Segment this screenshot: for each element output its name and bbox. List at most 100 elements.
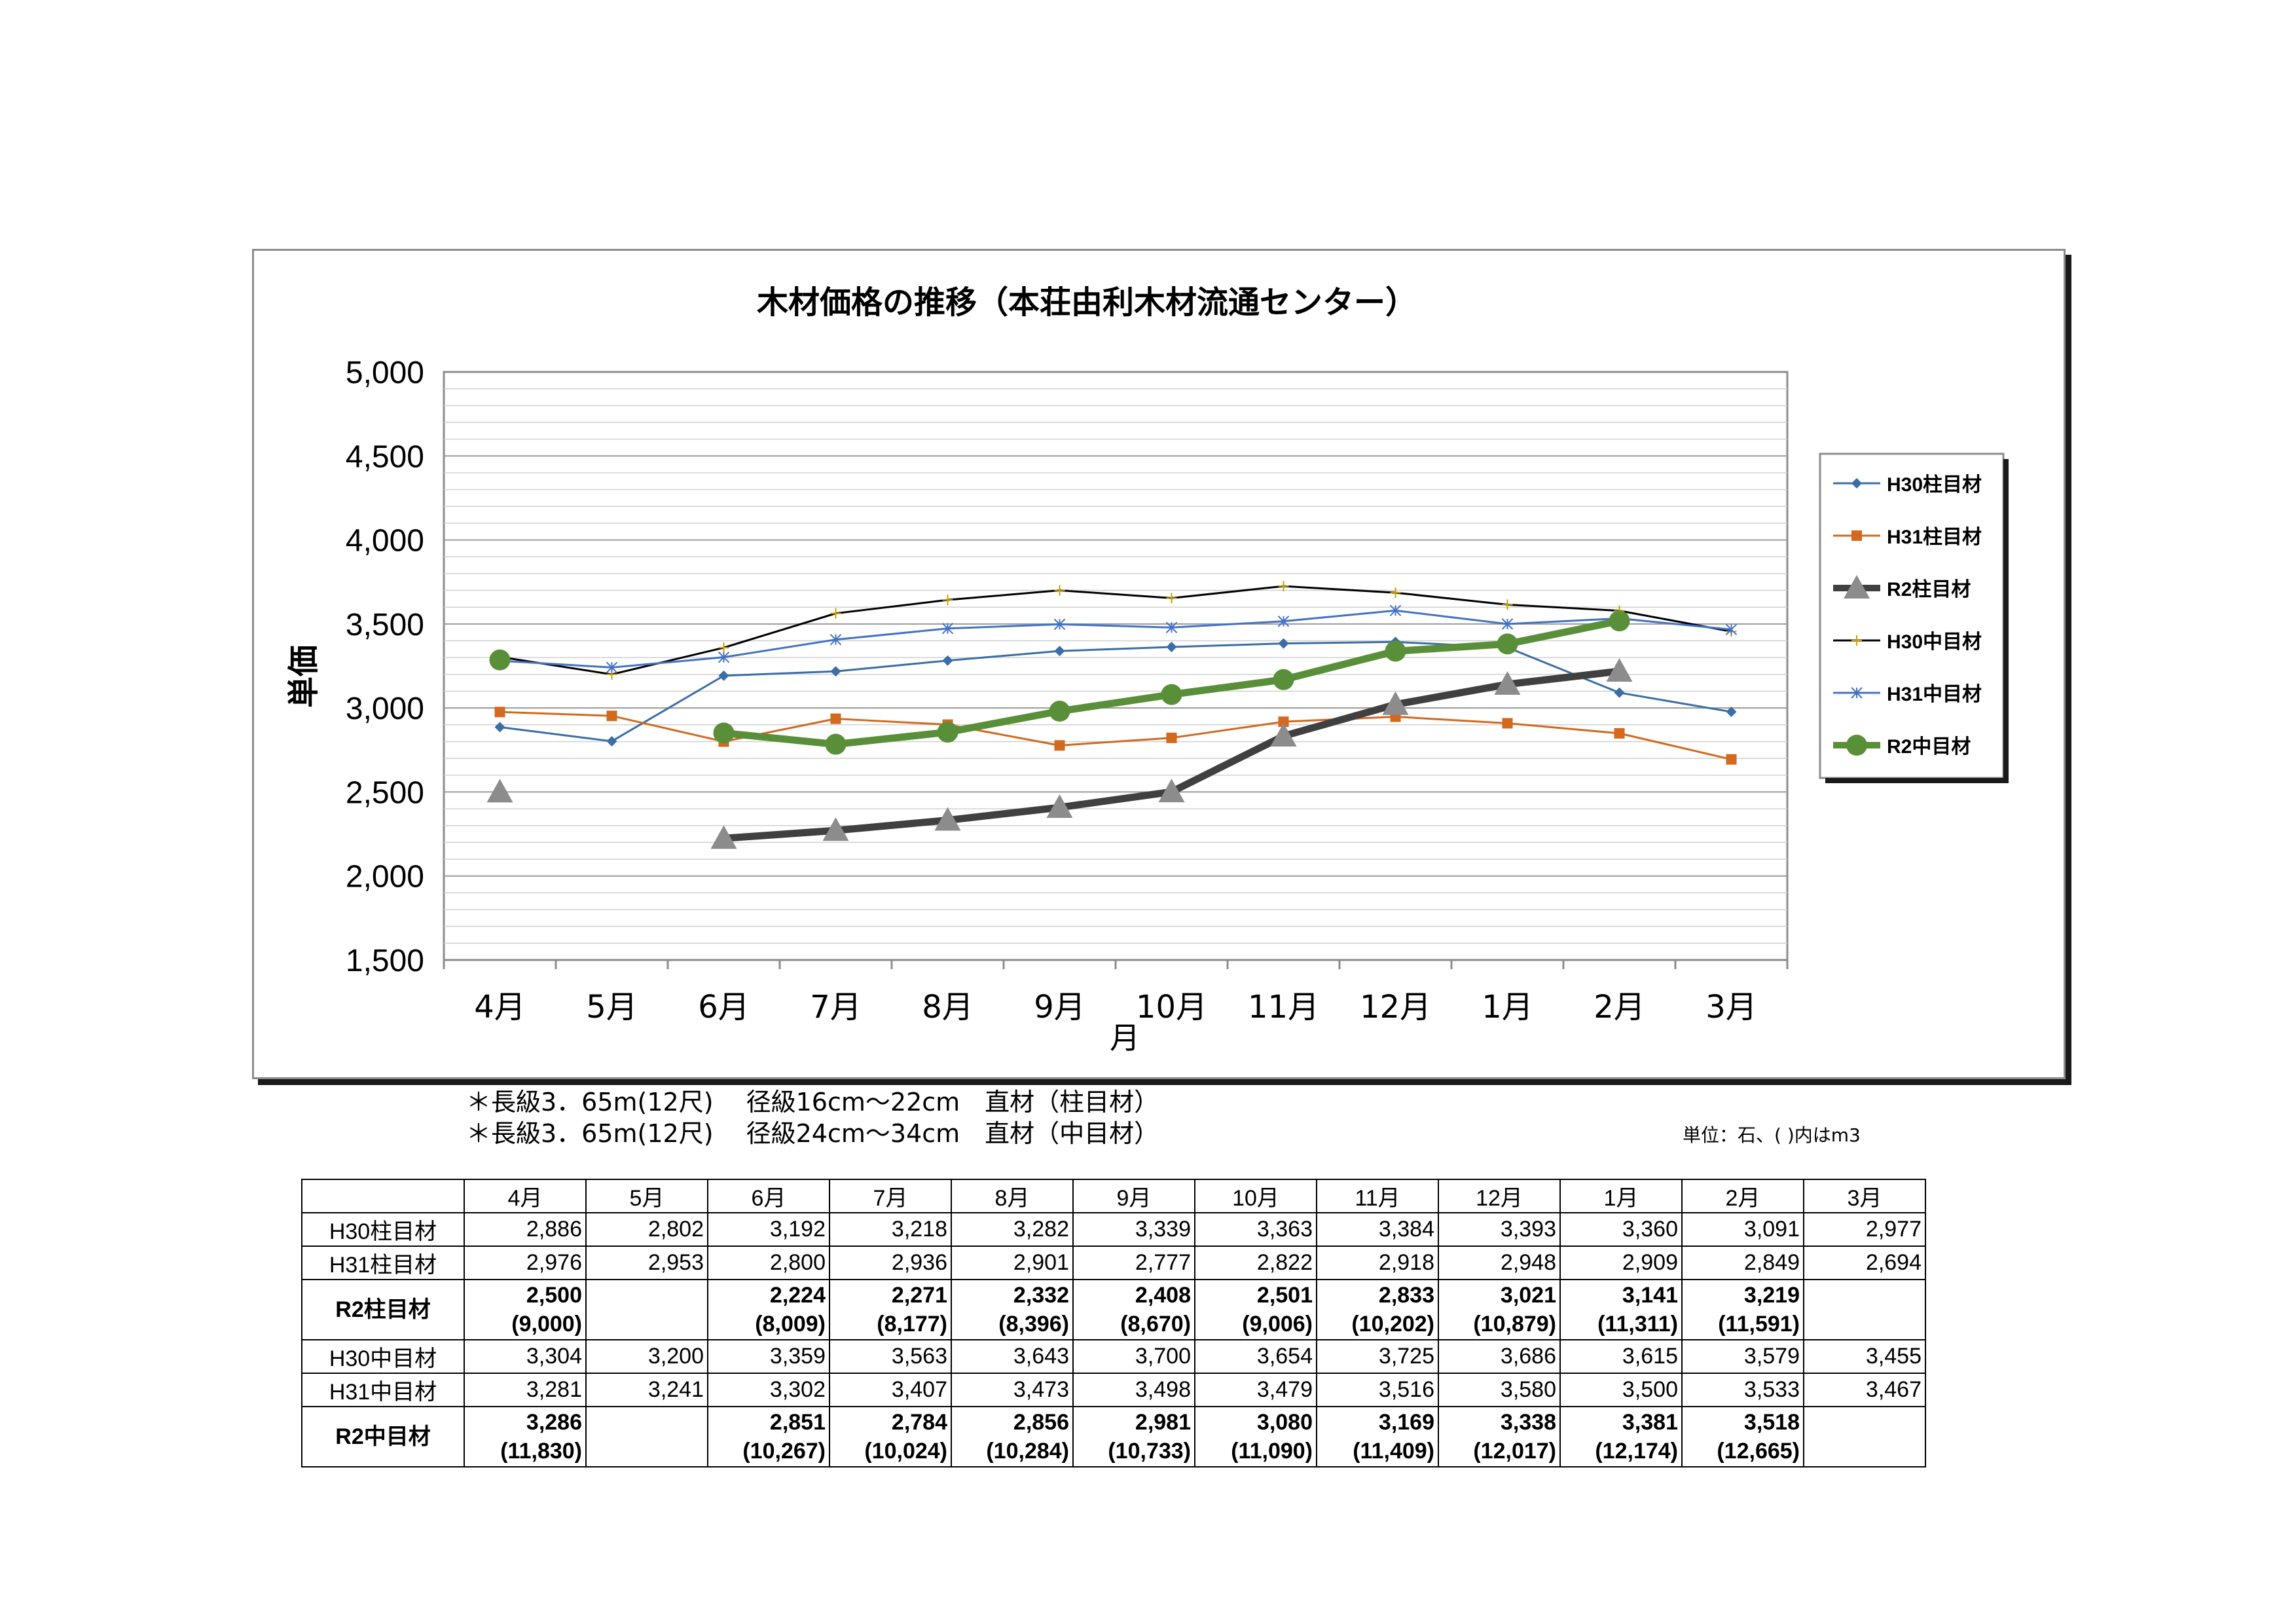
table-cell: 3,339 xyxy=(1072,1212,1195,1247)
table-cell: 3,579 xyxy=(1681,1339,1804,1374)
star-marker xyxy=(606,661,618,674)
table-header-cell: 7月 xyxy=(829,1179,952,1213)
table-cell: 2,833 (10,202) xyxy=(1316,1279,1439,1340)
table-row: R2中目材 3,286 (11,830) 2,851 (10,267) 2,784 (10… xyxy=(301,1406,1926,1467)
table-cell xyxy=(1803,1406,1926,1467)
star-marker xyxy=(1501,618,1514,630)
table-cell: 3,360 xyxy=(1559,1212,1683,1247)
circle-marker xyxy=(1609,610,1630,632)
table-header-cell: 6月 xyxy=(707,1179,830,1213)
y-tick-label: 1,500 xyxy=(346,944,424,978)
x-tick-label: 10月 xyxy=(1136,989,1207,1025)
table-cell: 2,977 xyxy=(1803,1212,1926,1247)
table-header-cell: 1月 xyxy=(1559,1179,1683,1213)
table-cell: 2,849 xyxy=(1681,1246,1804,1280)
y-tick-label: 2,000 xyxy=(346,860,424,895)
square-marker xyxy=(1054,740,1065,751)
diamond-marker xyxy=(1726,707,1737,718)
table-cell: 3,654 xyxy=(1194,1339,1317,1374)
diamond-marker xyxy=(494,722,505,733)
series-H31柱目材 xyxy=(494,707,1737,765)
table-cell: 3,518 (12,665) xyxy=(1681,1406,1804,1467)
square-marker xyxy=(494,707,505,718)
plus-marker xyxy=(1166,593,1177,604)
table-cell: 2,694 xyxy=(1803,1246,1926,1280)
triangle-marker xyxy=(710,825,737,849)
table-cell: 2,948 xyxy=(1438,1246,1561,1280)
row-label: H31柱目材 xyxy=(301,1246,465,1280)
table-cell: 2,953 xyxy=(585,1246,708,1280)
table-cell: 2,936 xyxy=(829,1246,952,1280)
diamond-marker xyxy=(606,735,617,747)
table-header-cell: 2月 xyxy=(1681,1179,1804,1213)
legend-box xyxy=(1819,452,2005,779)
x-tick-label: 1月 xyxy=(1482,989,1533,1025)
table-header-cell: 9月 xyxy=(1072,1179,1195,1213)
table-cell: 3,479 xyxy=(1194,1373,1317,1407)
table-header-cell: 11月 xyxy=(1316,1179,1439,1213)
table-cell: 2,918 xyxy=(1316,1246,1439,1280)
legend-item: H30中目材 xyxy=(1833,631,1982,653)
plus-marker xyxy=(1278,581,1289,592)
diamond-marker xyxy=(1054,646,1065,657)
table-corner-cell xyxy=(301,1179,465,1213)
circle-marker xyxy=(489,649,511,671)
table-header-cell: 12月 xyxy=(1438,1179,1561,1213)
legend-item: H31柱目材 xyxy=(1833,526,1982,548)
x-axis-ticks: 4月 5月 6月 7月 8月 9月 10月 11月 12月 1月 2月 3月 xyxy=(443,960,1789,1025)
diamond-marker xyxy=(942,655,953,666)
y-axis-ticks: 5,000 4,500 4,000 3,500 3,000 2,500 2,000 1,500 xyxy=(346,356,424,978)
table-cell: 3,500 xyxy=(1559,1373,1683,1407)
y-axis-label: 単価 xyxy=(285,645,322,708)
row-label: R2柱目材 xyxy=(301,1279,465,1340)
table-header-row: 4月 5月 6月 7月 8月 9月 10月 11月 12月 1月 2月 3月 xyxy=(301,1179,1926,1213)
circle-marker xyxy=(1273,669,1294,690)
x-tick-label: 11月 xyxy=(1248,989,1319,1025)
table-cell: 2,784 (10,024) xyxy=(829,1406,952,1467)
table-row: R2柱目材 2,500 (9,000) 2,224 (8,009) 2,271 (8,17… xyxy=(301,1279,1926,1340)
circle-marker xyxy=(1385,640,1406,662)
table-cell: 2,851 (10,267) xyxy=(707,1406,830,1467)
table-cell: 3,219 (11,591) xyxy=(1681,1279,1804,1340)
plus-marker xyxy=(830,608,841,619)
table-header-cell: 5月 xyxy=(585,1179,708,1213)
x-tick-label: 2月 xyxy=(1594,989,1645,1025)
table-cell: 3,338 (12,017) xyxy=(1438,1406,1561,1467)
triangle-marker xyxy=(1158,779,1185,803)
triangle-marker xyxy=(1046,794,1073,819)
table-cell: 3,615 xyxy=(1559,1339,1683,1374)
star-marker xyxy=(1053,618,1066,631)
table-row: H31中目材 3,281 3,241 3,302 3,407 3,473 3,498 3,47… xyxy=(301,1373,1926,1407)
series-line xyxy=(500,609,1732,669)
table-cell: 2,856 (10,284) xyxy=(951,1406,1074,1467)
square-marker xyxy=(1278,716,1289,728)
table-cell: 3,091 xyxy=(1681,1212,1804,1247)
table-cell: 2,332 (8,396) xyxy=(951,1279,1074,1340)
legend: H30柱目材 H31柱目材 R2柱目材 H30中目材 H31中目材 R2中目材 xyxy=(1819,452,2009,783)
table-cell: 3,080 (11,090) xyxy=(1194,1406,1317,1467)
y-tick-label: 2,500 xyxy=(346,775,424,810)
star-marker xyxy=(1851,687,1863,699)
x-tick-label: 9月 xyxy=(1034,989,1085,1025)
y-tick-label: 3,000 xyxy=(346,692,424,726)
y-tick-label: 4,500 xyxy=(346,439,424,474)
row-label: R2中目材 xyxy=(301,1406,465,1467)
x-tick-label: 6月 xyxy=(698,989,750,1025)
table-cell: 3,304 xyxy=(464,1339,587,1374)
chart-frame: 木材価格の推移（本荘由利木材流通センター） 5,000 4,500 4,000 3,5… xyxy=(252,249,2066,1079)
table-cell: 3,141 (11,311) xyxy=(1559,1279,1683,1340)
table-body: H30柱目材 2,886 2,802 3,192 3,218 3,282 3,339 3,36… xyxy=(301,1212,1926,1467)
note-pillar: ＊長級3．65m(12尺) 径級16cm～22cm 直材（柱目材） xyxy=(466,1088,1159,1116)
table-cell: 3,580 xyxy=(1438,1373,1561,1407)
table-cell: 3,281 xyxy=(464,1373,587,1407)
circle-marker xyxy=(713,722,735,744)
triangle-marker xyxy=(1494,671,1521,695)
table-header-cell: 8月 xyxy=(951,1179,1074,1213)
square-marker xyxy=(1851,530,1862,541)
table-cell: 3,473 xyxy=(951,1373,1074,1407)
table-cell: 3,686 xyxy=(1438,1339,1561,1374)
table-cell: 3,282 xyxy=(951,1212,1074,1247)
table-cell: 3,169 (11,409) xyxy=(1316,1406,1439,1467)
square-marker xyxy=(1502,718,1513,729)
line-chart: 木材価格の推移（本荘由利木材流通センター） 5,000 4,500 4,000 3,5… xyxy=(285,284,2009,1056)
